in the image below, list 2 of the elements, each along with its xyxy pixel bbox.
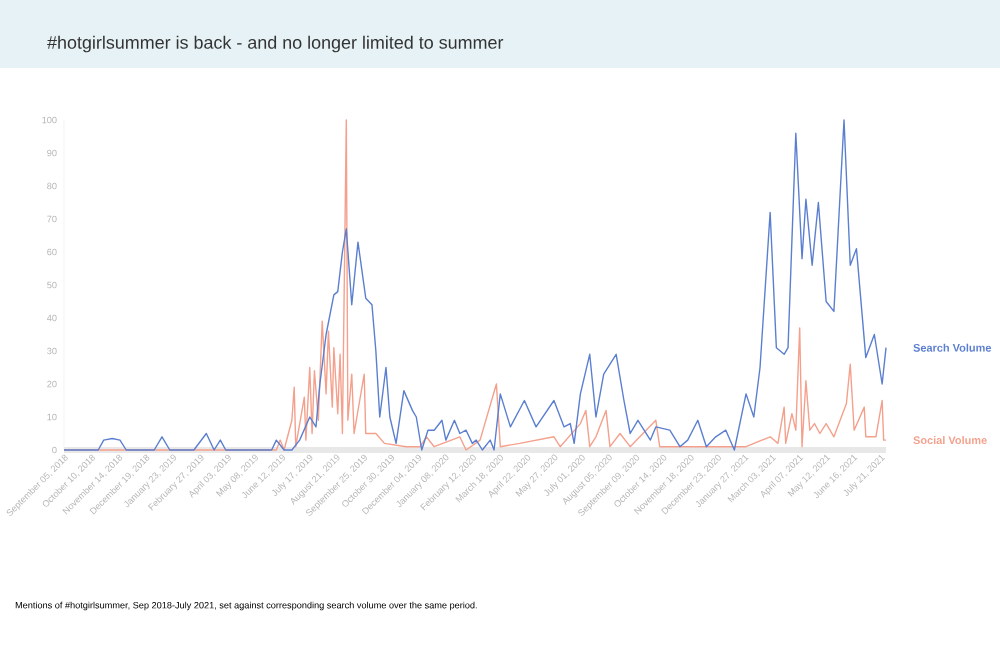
chart-title: #hotgirlsummer is back - and no longer limited to summer (47, 35, 504, 53)
line-series (63, 119, 887, 451)
